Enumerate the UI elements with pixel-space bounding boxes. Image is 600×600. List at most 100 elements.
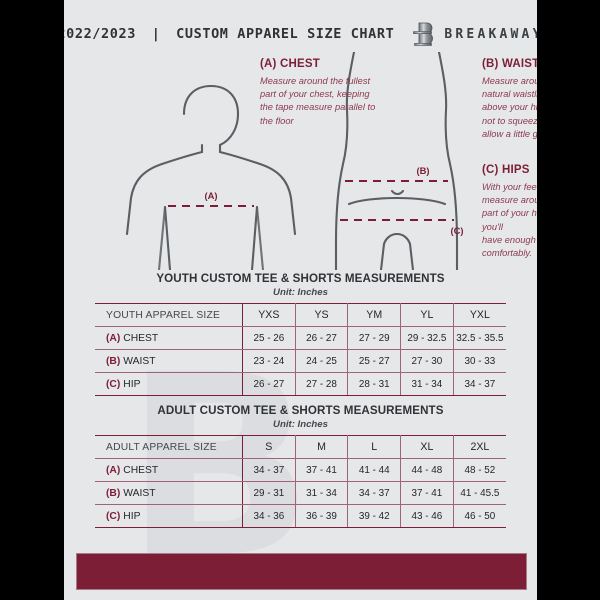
adult-cell: 43 - 46: [400, 504, 454, 528]
row-name: WAIST: [123, 355, 156, 367]
table-row: (B) WAIST 29 - 31 31 - 34 34 - 37 37 - 41…: [95, 481, 506, 505]
row-name: WAIST: [123, 487, 156, 499]
table-row: (A) CHEST 34 - 37 37 - 41 41 - 44 44 - 48…: [95, 458, 506, 482]
adult-cell: 46 - 50: [453, 504, 506, 528]
note-hips: (C) HIPS With your feet together, measur…: [482, 164, 537, 260]
waist-marker-label: (B): [416, 165, 429, 176]
youth-cell: 31 - 34: [400, 372, 454, 396]
row-tag: (C): [106, 378, 121, 390]
note-waist-title: (B) WAIST: [482, 58, 537, 70]
youth-size-table: YOUTH APPAREL SIZE YXS YS YM YL YXL (A) C…: [95, 303, 506, 396]
table-row: (A) CHEST 25 - 26 26 - 27 27 - 29 29 - 32…: [95, 326, 506, 350]
table-row: (C) HIP 34 - 36 36 - 39 39 - 42 43 - 46 4…: [95, 504, 506, 528]
youth-cell: 34 - 37: [453, 372, 506, 396]
table-header-row: ADULT APPAREL SIZE S M L XL 2XL: [95, 435, 506, 459]
youth-cell: 28 - 31: [347, 372, 402, 396]
table-row: (C) HIP 26 - 27 27 - 28 28 - 31 31 - 34 3…: [95, 372, 506, 396]
adult-row-label: (B) WAIST: [95, 481, 243, 505]
row-tag: (C): [106, 510, 121, 522]
row-tag: (A): [106, 332, 121, 344]
note-waist-body: Measure around your natural waistline – …: [482, 76, 537, 139]
note-chest-title: (A) CHEST: [260, 58, 320, 70]
adult-section-unit: Unit: Inches: [273, 419, 328, 430]
row-name: HIP: [123, 510, 141, 522]
adult-header-label: ADULT APPAREL SIZE: [95, 435, 243, 459]
youth-cell: 27 - 28: [295, 372, 349, 396]
youth-section-title: YOUTH CUSTOM TEE & SHORTS MEASUREMENTS: [156, 272, 445, 285]
youth-cell: 32.5 - 35.5: [453, 326, 506, 350]
adult-section-title: ADULT CUSTOM TEE & SHORTS MEASUREMENTS: [157, 404, 444, 417]
youth-cell: 26 - 27: [295, 326, 349, 350]
season-label: 2022/2023: [64, 26, 136, 42]
adult-cell: 34 - 37: [242, 458, 296, 482]
page-header: 2022/2023 | CUSTOM APPAREL SIZE CHART: [64, 16, 537, 52]
table-row: (B) WAIST 23 - 24 24 - 25 25 - 27 27 - 30…: [95, 349, 506, 373]
adult-size-table: ADULT APPAREL SIZE S M L XL 2XL (A) CHEST…: [95, 435, 506, 528]
youth-size-header: YXS: [242, 303, 296, 327]
youth-cell: 27 - 29: [347, 326, 402, 350]
header-title-group: 2022/2023 | CUSTOM APPAREL SIZE CHART: [64, 26, 394, 42]
youth-size-header: YXL: [453, 303, 506, 327]
adult-cell: 39 - 42: [347, 504, 402, 528]
youth-size-header: YL: [400, 303, 454, 327]
adult-cell: 34 - 36: [242, 504, 296, 528]
row-name: CHEST: [123, 464, 159, 476]
row-tag: (B): [106, 355, 121, 367]
lower-body-figure: [334, 52, 459, 270]
youth-cell: 25 - 27: [347, 349, 402, 373]
adult-size-header: M: [295, 435, 349, 459]
row-name: CHEST: [123, 332, 159, 344]
measurement-illustration: (A) (B) (C): [64, 52, 537, 270]
adult-cell: 29 - 31: [242, 481, 296, 505]
youth-row-label: (A) CHEST: [95, 326, 243, 350]
note-hips-body: With your feet together, measure around …: [482, 182, 537, 259]
row-tag: (B): [106, 487, 121, 499]
adult-cell: 41 - 45.5: [453, 481, 506, 505]
upper-body-figure: [125, 84, 297, 270]
adult-size-header: XL: [400, 435, 454, 459]
youth-cell: 25 - 26: [242, 326, 296, 350]
youth-section: YOUTH CUSTOM TEE & SHORTS MEASUREMENTS U…: [95, 272, 506, 396]
adult-cell: 37 - 41: [295, 458, 349, 482]
header-separator: |: [151, 26, 161, 42]
brand-name: BREAKAWAY: [444, 26, 537, 42]
note-hips-title: (C) HIPS: [482, 164, 530, 176]
youth-cell: 29 - 32.5: [400, 326, 454, 350]
note-chest: (A) CHEST Measure around the fullest par…: [260, 58, 380, 128]
youth-cell: 24 - 25: [295, 349, 349, 373]
brand-lockup: BREAKAWAY: [412, 21, 537, 48]
note-chest-body: Measure around the fullest part of your …: [260, 76, 376, 126]
youth-header-label: YOUTH APPAREL SIZE: [95, 303, 243, 327]
adult-cell: 31 - 34: [295, 481, 349, 505]
adult-cell: 36 - 39: [295, 504, 349, 528]
footer-bar: [76, 553, 527, 590]
chest-marker-label: (A): [204, 190, 217, 201]
adult-size-header: L: [347, 435, 402, 459]
youth-cell: 23 - 24: [242, 349, 296, 373]
row-name: HIP: [123, 378, 141, 390]
youth-size-header: YM: [347, 303, 402, 327]
page-title: CUSTOM APPAREL SIZE CHART: [176, 26, 395, 42]
adult-size-header: 2XL: [453, 435, 506, 459]
youth-row-label: (C) HIP: [95, 372, 243, 396]
hips-marker-label: (C): [450, 225, 463, 236]
adult-row-label: (A) CHEST: [95, 458, 243, 482]
youth-section-unit: Unit: Inches: [273, 287, 328, 298]
adult-cell: 37 - 41: [400, 481, 454, 505]
size-chart-page: B 2022/2023 | CUSTOM APPAREL SIZE CHART: [64, 0, 537, 600]
youth-row-label: (B) WAIST: [95, 349, 243, 373]
row-tag: (A): [106, 464, 121, 476]
table-header-row: YOUTH APPAREL SIZE YXS YS YM YL YXL: [95, 303, 506, 327]
adult-cell: 34 - 37: [347, 481, 402, 505]
adult-size-header: S: [242, 435, 296, 459]
adult-cell: 48 - 52: [453, 458, 506, 482]
adult-row-label: (C) HIP: [95, 504, 243, 528]
body-figures-svg: (A) (B) (C): [125, 52, 464, 270]
adult-cell: 44 - 48: [400, 458, 454, 482]
youth-cell: 30 - 33: [453, 349, 506, 373]
note-waist: (B) WAIST Measure around your natural wa…: [482, 58, 537, 141]
breakaway-b-monogram-icon: [413, 22, 434, 46]
adult-section: ADULT CUSTOM TEE & SHORTS MEASUREMENTS U…: [95, 404, 506, 528]
youth-cell: 27 - 30: [400, 349, 454, 373]
